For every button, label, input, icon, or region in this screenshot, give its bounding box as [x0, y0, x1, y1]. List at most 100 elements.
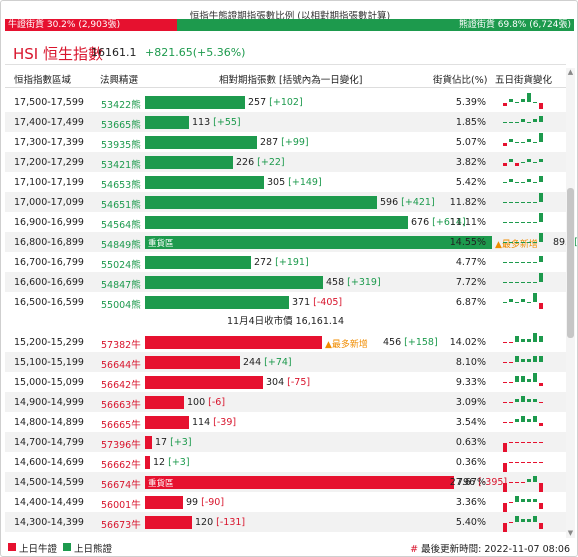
spark-bar	[539, 402, 543, 403]
table-row: 14,800-14,899 56665牛 114 [-39] 3.54%	[5, 412, 566, 432]
spark-bar	[503, 202, 507, 203]
row-range: 15,100-15,199	[14, 357, 84, 368]
table-header: 恒指指數區域 法興精選 相對期指張數 [括號內為一日變化] 街貨佔比(%) 五日…	[5, 68, 566, 88]
contracts-bar	[145, 356, 240, 369]
contracts-bar	[145, 456, 150, 469]
row-code-link[interactable]: 57382牛	[101, 340, 141, 351]
contracts-value: 676 [+614]	[411, 217, 466, 228]
share-value: 3.09%	[455, 397, 486, 408]
row-code-link[interactable]: 56663牛	[101, 400, 141, 411]
scroll-down-icon[interactable]: ▼	[567, 529, 574, 537]
spark-bar	[521, 142, 525, 143]
spark-bar	[503, 222, 507, 223]
table-row: 16,900-16,999 54564熊 676 [+614] 11.11%	[5, 212, 566, 232]
contracts-bar	[145, 496, 183, 509]
row-code-link[interactable]: 56662牛	[101, 460, 141, 471]
row-code-link[interactable]: 54564熊	[101, 220, 141, 231]
spark-bar	[539, 523, 543, 529]
spark-bar	[533, 222, 537, 223]
contracts-bar	[145, 256, 251, 269]
scroll-up-icon[interactable]: ▲	[567, 68, 574, 76]
spark-bar	[503, 242, 507, 243]
spark-bar	[521, 299, 525, 302]
spark-bar	[521, 262, 525, 263]
share-value: 5.42%	[455, 177, 486, 188]
most-added-flag: ▲最多新增	[495, 240, 538, 250]
most-added-flag: ▲最多新增	[325, 340, 368, 350]
spark-bar	[527, 202, 531, 203]
contracts-bar	[145, 436, 152, 449]
row-code-link[interactable]: 56001牛	[101, 500, 141, 511]
row-code-link[interactable]: 54847熊	[101, 280, 141, 291]
spark-bar	[533, 202, 537, 203]
spark-bar	[515, 282, 519, 283]
table-row: 16,500-16,599 55004熊 371 [-405] 6.87%	[5, 292, 566, 312]
row-range: 17,500-17,599	[14, 97, 84, 108]
spark-bar	[521, 242, 525, 243]
spark-bar	[509, 282, 513, 283]
spark-bar	[527, 339, 531, 342]
spark-bar	[515, 462, 519, 463]
row-code-link[interactable]: 53665熊	[101, 120, 141, 131]
spark-bar	[509, 522, 513, 523]
table-row: 14,400-14,499 56001牛 99 [-90] 3.36%	[5, 492, 566, 512]
spark-bar	[539, 213, 543, 222]
row-range: 17,000-17,099	[14, 197, 84, 208]
spark-bar	[515, 163, 519, 166]
spark-bar	[521, 396, 525, 402]
row-code-link[interactable]: 55024熊	[101, 260, 141, 271]
contracts-value: 796 [-395]	[457, 477, 508, 488]
column-header-five-day: 五日街貨變化	[495, 75, 553, 86]
row-range: 14,300-14,399	[14, 517, 84, 528]
row-range: 14,500-14,599	[14, 477, 84, 488]
spark-bar	[533, 516, 537, 522]
spark-bar	[509, 262, 513, 263]
row-code-link[interactable]: 53421熊	[101, 160, 141, 171]
row-code-link[interactable]: 56665牛	[101, 420, 141, 431]
contracts-bar	[145, 376, 263, 389]
scroll-thumb[interactable]	[567, 188, 574, 338]
spark-bar	[509, 362, 513, 363]
spark-bar	[533, 293, 537, 302]
scrollbar[interactable]: ▲ ▼	[566, 68, 575, 538]
row-code-link[interactable]: 56674牛	[101, 480, 141, 491]
row-code-link[interactable]: 57396牛	[101, 440, 141, 451]
spark-bar	[539, 176, 543, 182]
spark-bar	[509, 202, 513, 203]
five-day-sparkline	[503, 256, 543, 263]
row-code-link[interactable]: 53422熊	[101, 100, 141, 111]
spark-bar	[509, 382, 513, 383]
row-code-link[interactable]: 53935熊	[101, 140, 141, 151]
spark-bar	[527, 462, 531, 463]
table-row: 17,500-17,599 53422熊 257 [+102] 5.39%	[5, 92, 566, 112]
five-day-sparkline	[503, 273, 543, 283]
index-price: 16161.1	[91, 46, 137, 59]
table-row: 14,900-14,999 56663牛 100 [-6] 3.09%	[5, 392, 566, 412]
spark-bar	[515, 376, 519, 382]
spark-bar	[527, 419, 531, 422]
row-code-link[interactable]: 54653熊	[101, 180, 141, 191]
contracts-bar	[145, 396, 184, 409]
spark-bar	[503, 523, 507, 532]
column-header-code: 法興精選	[100, 75, 139, 86]
spark-bar	[527, 282, 531, 283]
five-day-sparkline	[503, 516, 543, 532]
share-value: 5.40%	[455, 517, 486, 528]
spark-bar	[527, 379, 531, 382]
row-code-link[interactable]: 54651熊	[101, 200, 141, 211]
index-name: HSI 恒生指數	[13, 45, 103, 63]
row-code-link[interactable]: 54849熊	[101, 240, 141, 251]
row-code-link[interactable]: 55004熊	[101, 300, 141, 311]
row-code-link[interactable]: 56673牛	[101, 520, 141, 531]
row-code-link[interactable]: 56642牛	[101, 380, 141, 391]
spark-bar	[509, 442, 513, 443]
spark-bar	[515, 122, 519, 123]
spark-bar	[533, 333, 537, 342]
five-day-sparkline	[503, 333, 543, 343]
share-value: 0.36%	[455, 457, 486, 468]
spark-bar	[509, 482, 513, 483]
row-code-link[interactable]: 56644牛	[101, 360, 141, 371]
row-range: 14,600-14,699	[14, 457, 84, 468]
spark-bar	[509, 402, 513, 403]
